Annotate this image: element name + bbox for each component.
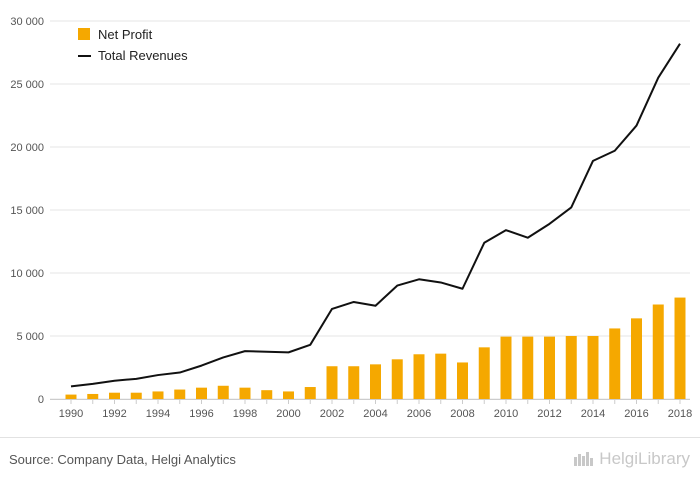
net-profit-bar — [283, 391, 294, 399]
chart: 0 5 000 10 000 15 000 20 000 25 000 30 000 199… — [10, 16, 692, 420]
net-profit-bar — [239, 387, 251, 399]
net-profit-bar — [152, 391, 164, 399]
y-tick-label: 20 000 — [10, 142, 44, 154]
total-revenues-line-group — [70, 43, 681, 388]
y-tick-label: 25 000 — [10, 79, 44, 91]
net-profit-bar — [652, 304, 664, 399]
legend-net-profit-swatch — [78, 28, 90, 40]
net-profit-bar — [109, 392, 120, 399]
legend: Net Profit Total Revenues — [78, 27, 188, 63]
net-profit-bar — [565, 336, 577, 399]
x-tick-label: 1996 — [189, 408, 213, 420]
y-tick-label: 10 000 — [10, 268, 44, 280]
x-tick-label: 1998 — [233, 408, 257, 420]
brand-logo: HelgiLibrary — [573, 449, 690, 469]
net-profit-bar — [87, 393, 99, 399]
net-profit-bar — [457, 362, 468, 399]
y-tick-label: 15 000 — [10, 205, 44, 217]
net-profit-bar — [544, 336, 555, 399]
y-axis-ticks: 0 5 000 10 000 15 000 20 000 25 000 30 000 — [10, 16, 44, 406]
x-tick-label: 2016 — [624, 408, 648, 420]
x-tick-label: 2014 — [581, 408, 605, 420]
y-tick-label: 5 000 — [16, 331, 44, 343]
x-tick-label: 2002 — [320, 408, 344, 420]
x-tick-label: 2012 — [537, 408, 561, 420]
y-tick-label: 30 000 — [10, 16, 44, 28]
x-tick-label: 2004 — [363, 408, 387, 420]
net-profit-bars — [65, 297, 686, 399]
net-profit-bar — [500, 336, 512, 399]
total-revenues-line — [70, 43, 681, 388]
y-tick-label: 0 — [38, 394, 44, 406]
x-tick-label: 2006 — [407, 408, 431, 420]
net-profit-bar — [196, 387, 207, 399]
x-tick-label: 2018 — [668, 408, 692, 420]
net-profit-bar — [348, 366, 360, 399]
net-profit-bar — [391, 359, 403, 399]
net-profit-bar — [65, 394, 77, 399]
x-tick-label: 2000 — [276, 408, 300, 420]
brand-name: HelgiLibrary — [599, 449, 690, 468]
x-tick-label: 1992 — [102, 408, 126, 420]
net-profit-bar — [478, 347, 490, 399]
net-profit-bar — [304, 387, 316, 399]
source-note: Source: Company Data, Helgi Analytics — [9, 452, 236, 467]
net-profit-bar — [435, 353, 447, 399]
net-profit-bar — [522, 336, 534, 399]
net-profit-bar — [370, 364, 381, 399]
net-profit-bar — [174, 389, 186, 399]
legend-total-revenues-label: Total Revenues — [98, 48, 188, 63]
x-axis-ticks: 1990 1992 1994 1996 1998 2000 2002 2004 2006 2008… — [59, 399, 692, 420]
x-tick-label: 1990 — [59, 408, 83, 420]
net-profit-bar — [609, 328, 621, 399]
net-profit-bar — [587, 336, 599, 399]
x-tick-label: 1994 — [146, 408, 170, 420]
x-tick-label: 2010 — [494, 408, 518, 420]
library-icon — [574, 452, 594, 466]
net-profit-bar — [326, 366, 338, 399]
net-profit-bar — [674, 297, 686, 399]
grid-lines — [50, 20, 690, 400]
net-profit-bar — [413, 354, 425, 399]
net-profit-bar — [261, 390, 273, 399]
x-tick-label: 2008 — [450, 408, 474, 420]
legend-net-profit-label: Net Profit — [98, 27, 153, 42]
net-profit-bar — [217, 385, 229, 399]
net-profit-bar — [631, 318, 642, 399]
net-profit-bar — [130, 392, 142, 399]
chart-footer: Source: Company Data, Helgi Analytics He… — [0, 437, 700, 484]
